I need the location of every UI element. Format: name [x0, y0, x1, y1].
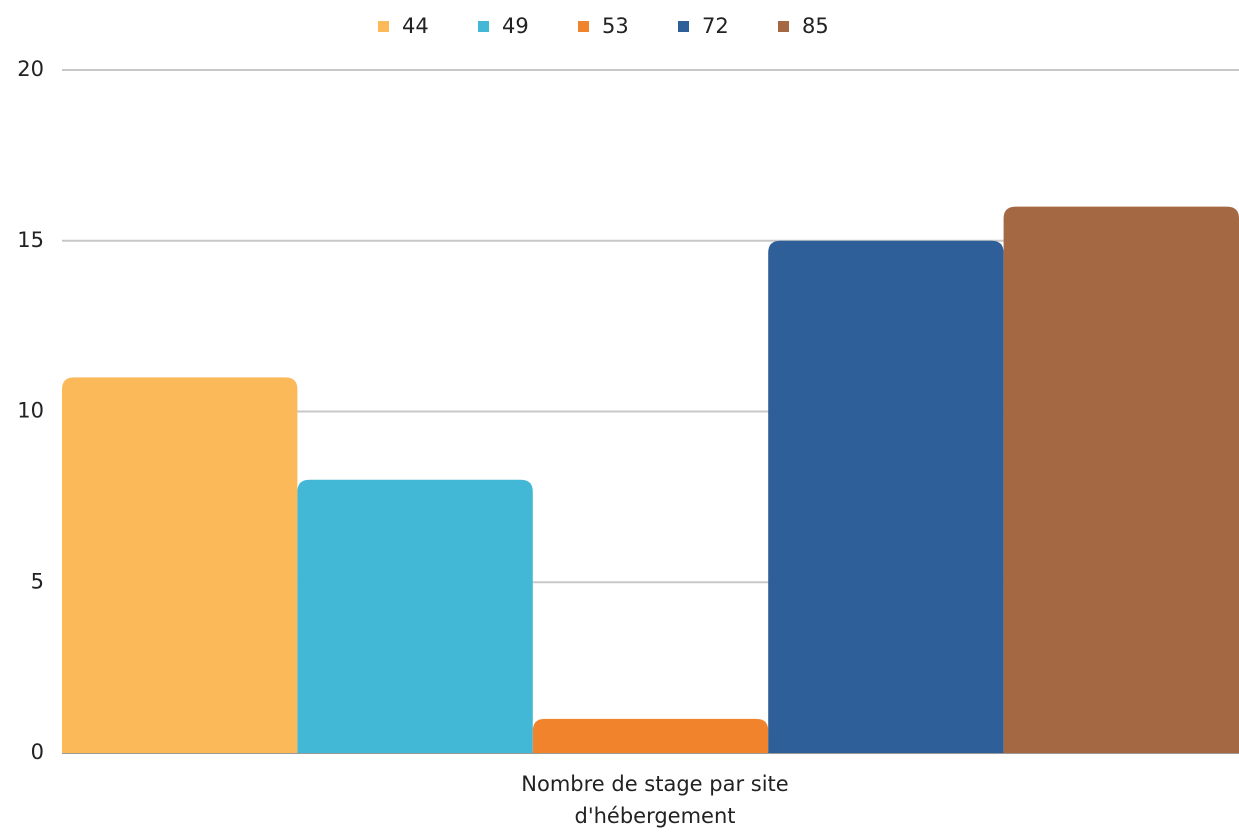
- x-category-label: Nombre de stage par site d'hébergement: [521, 772, 789, 828]
- bar: [768, 240, 1004, 753]
- bar: [62, 377, 298, 753]
- y-tick-label: 0: [31, 740, 44, 764]
- legend-swatch: [378, 21, 389, 32]
- legend-label: 49: [502, 14, 529, 38]
- y-tick-label: 20: [17, 57, 44, 81]
- y-tick-label: 5: [31, 569, 44, 593]
- legend-label: 44: [402, 14, 429, 38]
- legend-swatch: [778, 21, 789, 32]
- y-tick-label: 15: [17, 228, 44, 252]
- bar: [532, 718, 769, 753]
- legend-label: 72: [702, 14, 729, 38]
- bar: [1003, 206, 1239, 754]
- legend-label: 85: [802, 14, 829, 38]
- y-tick-label: 10: [17, 399, 44, 423]
- legend-swatch: [578, 21, 589, 32]
- legend-label: 53: [602, 14, 629, 38]
- legend-swatch: [678, 21, 689, 32]
- legend-swatch: [478, 21, 489, 32]
- bar: [297, 479, 533, 753]
